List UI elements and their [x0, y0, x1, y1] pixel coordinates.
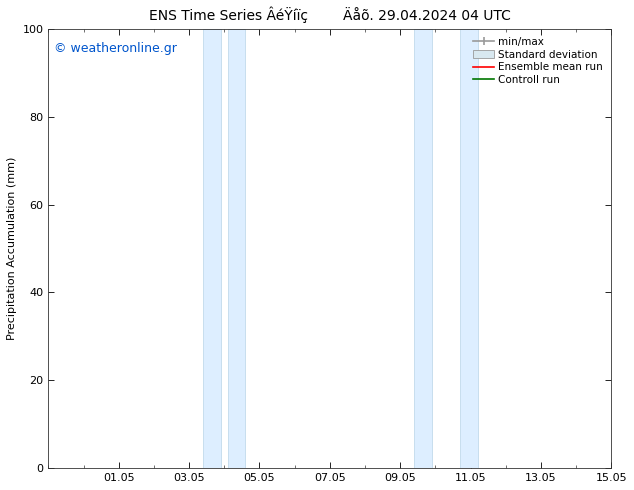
Bar	[460, 29, 477, 468]
Bar	[203, 29, 221, 468]
Title: ENS Time Series ÂéŸíïç        Äåõ. 29.04.2024 04 UTC: ENS Time Series ÂéŸíïç Äåõ. 29.04.2024 0…	[149, 7, 511, 24]
Text: © weatheronline.gr: © weatheronline.gr	[54, 42, 177, 55]
Bar	[414, 29, 432, 468]
Bar	[228, 29, 245, 468]
Y-axis label: Precipitation Accumulation (mm): Precipitation Accumulation (mm)	[7, 157, 17, 340]
Legend: min/max, Standard deviation, Ensemble mean run, Controll run: min/max, Standard deviation, Ensemble me…	[470, 34, 606, 88]
